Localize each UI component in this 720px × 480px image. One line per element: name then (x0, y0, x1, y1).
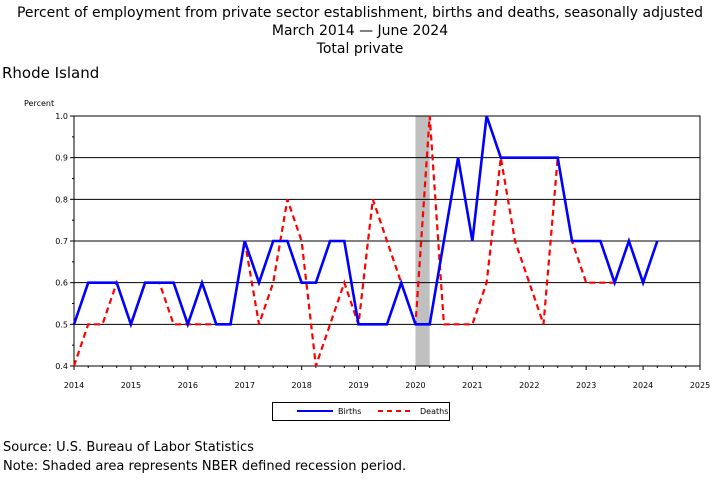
y-tick-label: 0.7 (55, 237, 68, 246)
x-tick-label: 2020 (405, 381, 425, 390)
y-tick-label: 0.5 (55, 320, 68, 329)
recession-note: Note: Shaded area represents NBER define… (3, 459, 407, 474)
period-dash-icon: — (359, 23, 374, 39)
chart-subtitle: Total private (316, 41, 404, 57)
chart-title: Percent of employment from private secto… (16, 5, 704, 21)
axes-layer: 0.4 0.5 0.6 0.7 0.8 0.9 1.0 2014 2015 2016 2017 201… (55, 112, 710, 390)
source-note: Source: U.S. Bureau of Labor Statistics (3, 440, 254, 455)
legend: Births Deaths (272, 402, 450, 421)
series-deaths-line (72, 115, 615, 367)
series-births-line (72, 115, 659, 329)
y-tick-label: 0.8 (55, 195, 68, 204)
x-tick-label: 2021 (462, 381, 482, 390)
x-tick-label: 2025 (690, 381, 710, 390)
chart-period: March 2014 — June 2024 (0, 22, 720, 40)
period-end: June 2024 (377, 23, 449, 39)
x-tick-label: 2018 (291, 381, 311, 390)
x-tick-label: 2015 (121, 381, 141, 390)
region-label: Rhode Island (2, 64, 100, 82)
y-tick-label: 0.9 (55, 154, 68, 163)
x-tick-label: 2024 (633, 381, 653, 390)
legend-swatches (297, 410, 414, 412)
period-start: March 2014 (271, 23, 355, 39)
legend-births-label: Births (338, 407, 362, 416)
x-tick-label: 2016 (178, 381, 198, 390)
x-tick-label: 2023 (576, 381, 596, 390)
y-tick-label: 1.0 (55, 112, 68, 121)
y-tick-label: 0.6 (55, 279, 68, 288)
x-tick-label: 2014 (64, 381, 84, 390)
y-axis-label: Percent (24, 99, 55, 108)
legend-deaths-label: Deaths (420, 407, 449, 416)
x-tick-label: 2022 (519, 381, 539, 390)
series-layer (72, 115, 659, 367)
x-tick-label: 2019 (348, 381, 368, 390)
y-tick-label: 0.4 (55, 362, 68, 371)
plot-frame (73, 115, 701, 367)
x-tick-label: 2017 (235, 381, 255, 390)
